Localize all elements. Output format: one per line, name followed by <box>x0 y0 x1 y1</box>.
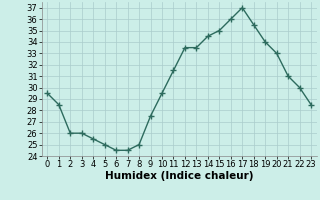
X-axis label: Humidex (Indice chaleur): Humidex (Indice chaleur) <box>105 171 253 181</box>
